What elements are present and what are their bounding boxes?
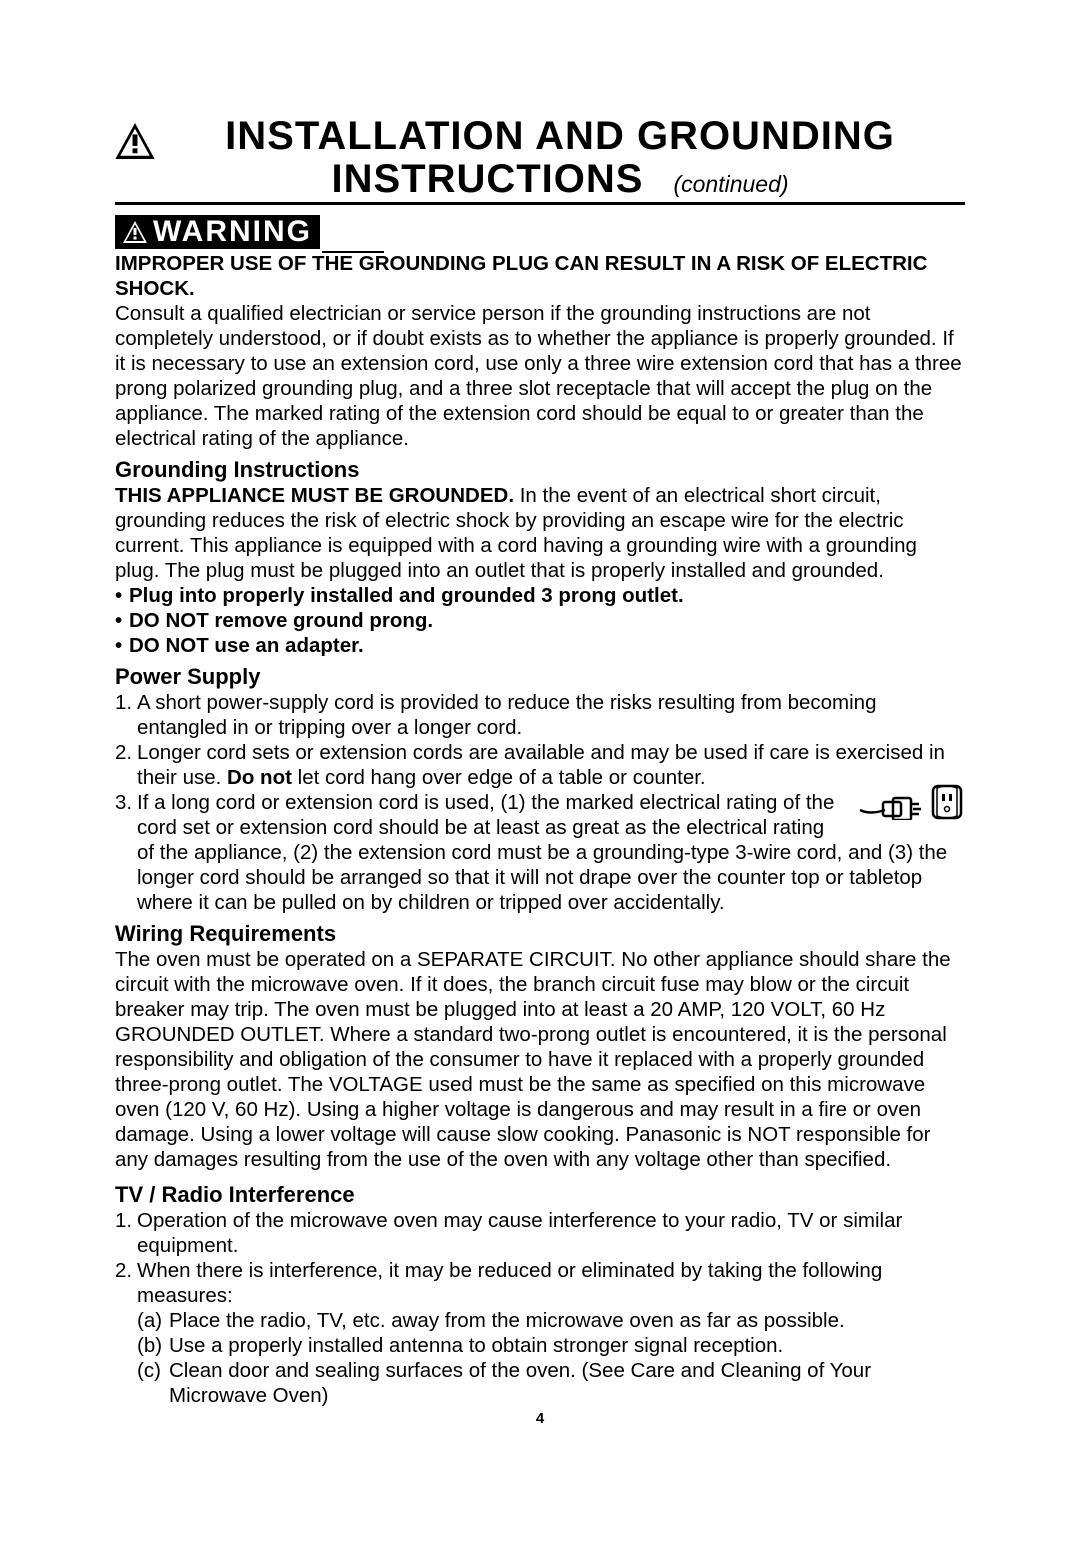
- wiring-paragraph: The oven must be operated on a SEPARATE …: [115, 947, 965, 1172]
- tvradio-item-2: 2. When there is interference, it may be…: [115, 1258, 965, 1308]
- page-title-row: INSTALLATION AND GROUNDING INSTRUCTIONS …: [115, 115, 965, 205]
- manual-page: INSTALLATION AND GROUNDING INSTRUCTIONS …: [0, 0, 1080, 1477]
- tvradio-heading: TV / Radio Interference: [115, 1182, 965, 1208]
- grounding-bullet-2: • DO NOT remove ground prong.: [115, 608, 965, 633]
- power-item-1: 1. A short power-supply cord is provided…: [115, 690, 965, 740]
- warning-dash: [322, 251, 384, 253]
- title-line1: INSTALLATION AND GROUNDING: [155, 115, 965, 157]
- warning-triangle-icon: [115, 123, 155, 159]
- plug-outlet-icon: [855, 780, 965, 826]
- grounding-lead-bold: THIS APPLIANCE MUST BE GROUNDED.: [115, 484, 514, 507]
- page-title: INSTALLATION AND GROUNDING INSTRUCTIONS …: [155, 115, 965, 202]
- title-continued: (continued): [673, 171, 788, 198]
- grounding-bullet-1: • Plug into properly installed and groun…: [115, 583, 965, 608]
- grounding-bullet-3: • DO NOT use an adapter.: [115, 633, 965, 658]
- tvradio-sub-a: (a) Place the radio, TV, etc. away from …: [115, 1308, 965, 1333]
- warning-paragraph: Consult a qualified electrician or servi…: [115, 301, 965, 451]
- page-number: 4: [115, 1410, 965, 1427]
- power-item-3: 3. If a long cord or extension cord: [115, 790, 965, 915]
- tvradio-sub-c: (c) Clean door and sealing surfaces of t…: [115, 1358, 965, 1408]
- grounding-paragraph: THIS APPLIANCE MUST BE GROUNDED. In the …: [115, 483, 965, 583]
- warning-label: WARNING: [153, 214, 312, 251]
- grounding-heading: Grounding Instructions: [115, 457, 965, 483]
- power-heading: Power Supply: [115, 664, 965, 690]
- warning-lead-bold: IMPROPER USE OF THE GROUNDING PLUG CAN R…: [115, 251, 965, 301]
- warning-lead: WARNING IMPROPER USE OF THE GROUNDING PL…: [115, 217, 965, 301]
- title-line2: INSTRUCTIONS: [331, 157, 643, 202]
- warning-triangle-small-icon: [123, 221, 147, 243]
- tvradio-item-1: 1. Operation of the microwave oven may c…: [115, 1208, 965, 1258]
- tvradio-sub-b: (b) Use a properly installed antenna to …: [115, 1333, 965, 1358]
- warning-box: WARNING: [115, 215, 320, 249]
- wiring-heading: Wiring Requirements: [115, 921, 965, 947]
- power-item-2: 2. Longer cord sets or extension cords a…: [115, 740, 965, 790]
